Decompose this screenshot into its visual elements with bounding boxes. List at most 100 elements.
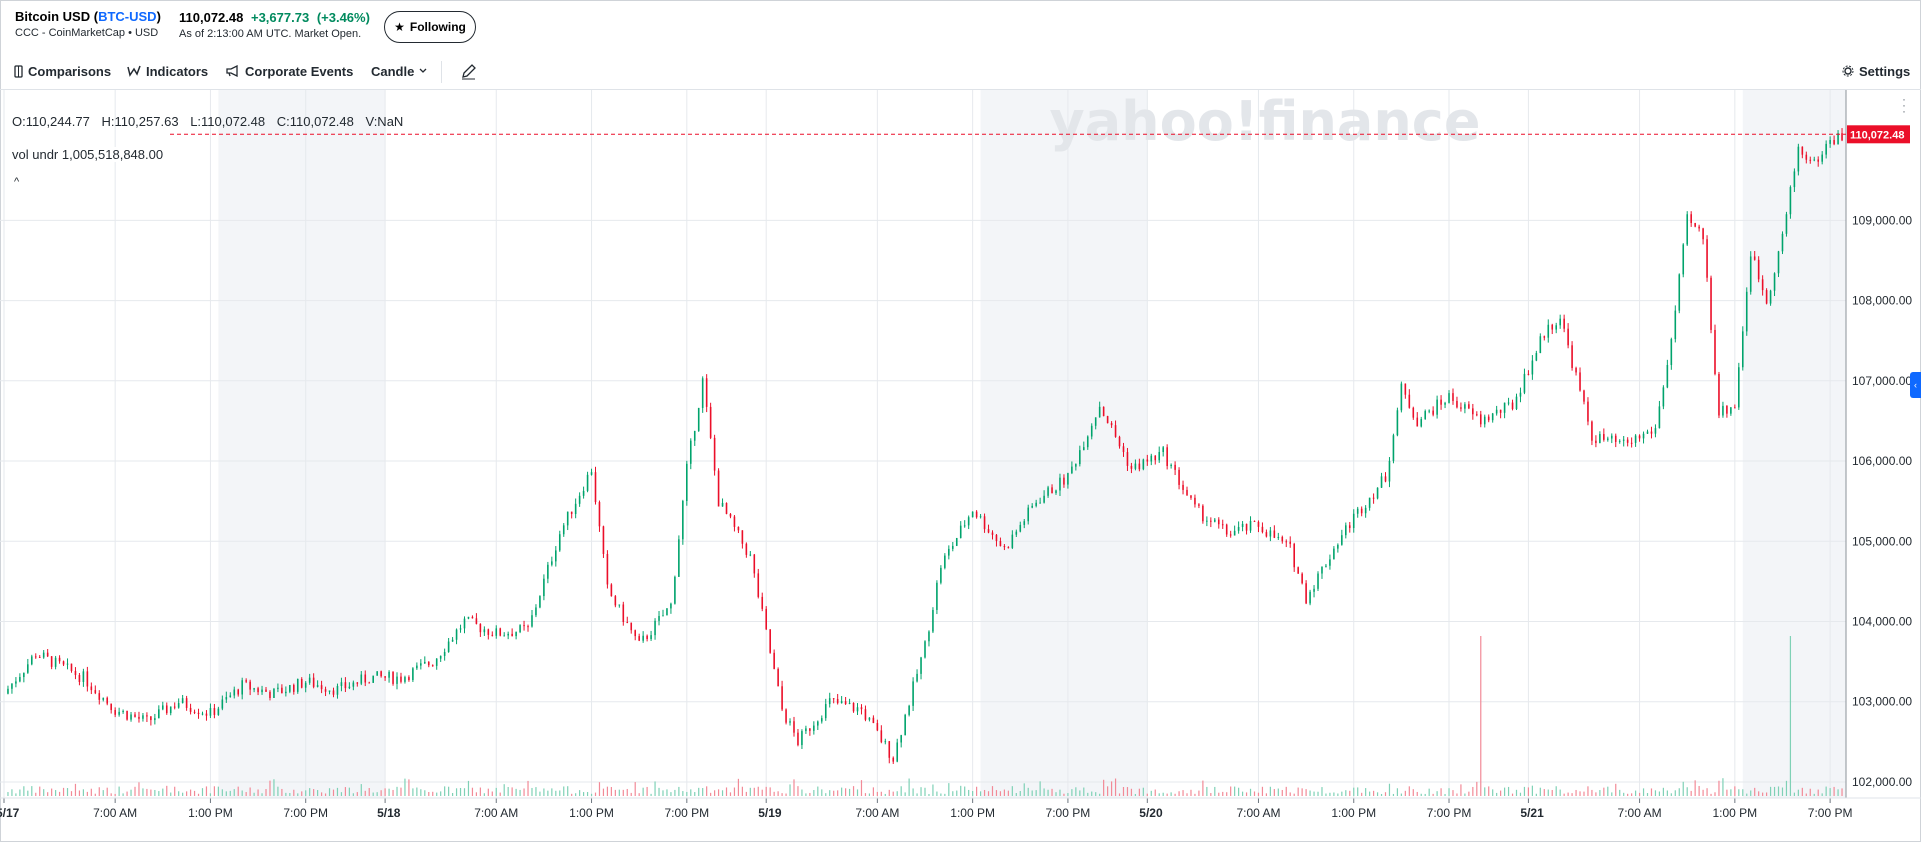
candle-body — [1734, 407, 1736, 409]
following-label: Following — [409, 20, 466, 34]
candle-body — [447, 641, 450, 652]
volume-bar — [666, 789, 668, 796]
candle-body — [1456, 400, 1458, 408]
candle-body — [872, 717, 875, 724]
candle-body — [1535, 353, 1538, 361]
chart-toolbar — [0, 54, 1921, 90]
candle-body — [352, 682, 355, 687]
candle-body — [1638, 435, 1641, 439]
volume-bar — [1075, 787, 1077, 796]
candle-body — [944, 555, 946, 568]
volume-bar — [130, 789, 132, 796]
draw-button[interactable] — [460, 58, 477, 84]
volume-bar — [1718, 780, 1720, 796]
volume-bar — [162, 788, 164, 796]
volume-bar — [646, 786, 648, 796]
candle-body — [265, 689, 267, 692]
candle-body — [1368, 497, 1371, 508]
settings-button[interactable]: Settings — [1842, 58, 1910, 84]
candle-body — [1559, 318, 1561, 326]
candle-body — [118, 711, 120, 715]
collapse-legend-icon[interactable]: ^ — [14, 176, 20, 188]
volume-bar — [995, 790, 998, 796]
candle-body — [1765, 290, 1768, 304]
volume-bar — [293, 789, 295, 796]
volume-bar — [563, 786, 565, 796]
settings-label: Settings — [1859, 63, 1911, 79]
gear-icon — [1842, 65, 1854, 77]
volume-bar — [575, 793, 577, 796]
candle-body — [1233, 530, 1236, 536]
volume-bar — [404, 778, 406, 796]
candle-body — [169, 706, 172, 714]
volume-bar — [1698, 785, 1700, 796]
candle-body — [1015, 531, 1018, 535]
candle-body — [1706, 239, 1708, 278]
volume-bar — [769, 787, 771, 796]
volume-study-legend[interactable]: vol undr 1,005,518,848.00 — [12, 147, 168, 162]
volume-bar — [388, 788, 390, 796]
volume-bar — [126, 791, 128, 796]
candle-body — [1487, 416, 1490, 421]
candle-body — [102, 697, 105, 700]
volume-bar — [825, 793, 827, 796]
candle-body — [896, 742, 899, 762]
volume-bar — [987, 791, 990, 796]
candle-body — [491, 634, 494, 636]
volume-bar — [1424, 793, 1426, 796]
volume-bar — [170, 792, 172, 796]
volume-bar — [1289, 792, 1291, 796]
chart-type-dropdown[interactable]: Candle — [371, 58, 427, 84]
expand-panel-tab[interactable]: ‹ — [1910, 372, 1921, 398]
volume-bar — [674, 789, 676, 796]
volume-bar — [797, 786, 799, 796]
volume-bar — [1007, 790, 1009, 796]
volume-bar — [706, 786, 708, 796]
price-chart[interactable]: 102,000.00 103,000.00 104,000.00 105,000.00… — [0, 90, 1921, 842]
volume-bar — [412, 788, 414, 796]
x-tick-label-3: 7:00 PM — [283, 806, 328, 820]
volume-bar — [801, 789, 803, 796]
volume-bar — [1690, 790, 1692, 796]
volume-study-label: vol undr — [12, 147, 59, 162]
volume-bar — [1726, 789, 1728, 796]
chart-type-label: Candle — [371, 63, 415, 79]
volume-bar — [1226, 792, 1228, 796]
candle-body — [78, 675, 81, 682]
comparisons-button[interactable]: Comparisons — [14, 58, 111, 84]
candle-body — [122, 710, 124, 712]
candle-body — [475, 618, 478, 624]
volume-bar — [253, 792, 255, 796]
candle-body — [1491, 413, 1494, 421]
indicators-button[interactable]: Indicators — [127, 58, 208, 84]
candle-body — [1039, 502, 1041, 504]
candle-body — [292, 685, 295, 692]
corporate-events-button[interactable]: Corporate Events — [226, 58, 353, 84]
volume-bar — [51, 788, 53, 796]
x-tick-label-4: 5/18 — [377, 806, 401, 820]
more-options-icon[interactable]: · · · — [1902, 92, 1906, 118]
volume-bar — [1527, 787, 1530, 796]
ticker-symbol[interactable]: BTC-USD — [98, 9, 157, 24]
candle-body — [1738, 367, 1740, 408]
volume-bar — [571, 793, 573, 796]
volume-bar — [1138, 788, 1140, 796]
candle-body — [285, 691, 287, 694]
candle-body — [356, 682, 359, 684]
candle-body — [1162, 447, 1164, 452]
candle-body — [948, 548, 950, 556]
candle-body — [817, 721, 819, 726]
volume-bar — [1293, 793, 1295, 796]
volume-bar — [35, 792, 37, 796]
volume-bar — [1766, 792, 1768, 796]
volume-bar — [761, 789, 763, 796]
candle-body — [364, 674, 367, 683]
volume-bar — [332, 789, 335, 796]
candle-body — [455, 629, 458, 640]
volume-bar — [39, 786, 41, 796]
candle-body — [713, 437, 716, 471]
volume-bar — [638, 793, 640, 796]
candle-body — [46, 652, 49, 657]
following-button[interactable]: ★ Following — [384, 11, 476, 43]
volume-bar — [713, 790, 716, 796]
